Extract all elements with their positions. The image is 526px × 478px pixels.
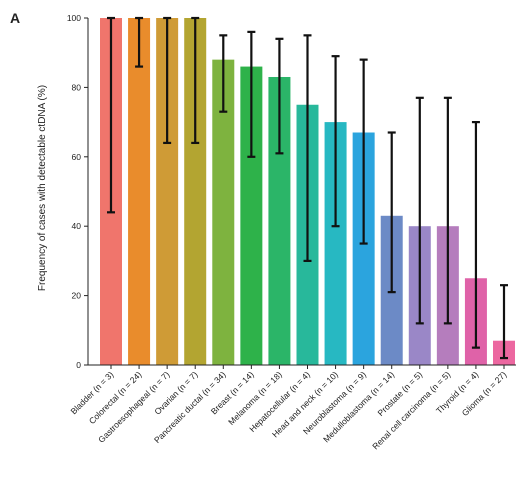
error-bar [135,16,144,68]
y-tick-label: 100 [67,13,81,23]
error-bar [331,55,340,228]
y-tick-label: 60 [72,152,82,162]
error-bar [107,16,115,214]
bar [352,132,375,365]
error-bar [191,16,200,145]
error-bar [359,58,368,245]
bar [240,66,263,365]
error-bar [387,131,396,294]
y-tick-label: 40 [72,221,82,231]
error-bar [163,16,172,145]
bar [324,122,347,365]
bars-group [100,18,515,366]
bar [184,18,207,365]
error-bar [500,284,508,360]
error-bar [415,96,424,325]
error-bar [219,34,228,113]
error-bar [247,30,256,158]
bar [268,76,291,366]
error-bar [303,34,312,262]
y-tick-label: 80 [72,82,82,92]
error-bar [471,120,480,349]
bar [156,18,179,365]
error-bars-group [107,16,508,360]
bar [212,59,235,365]
error-bar [443,96,452,325]
y-axis-label: Frequency of cases with detectable ctDNA… [37,85,48,291]
panel-label: A [10,10,21,26]
y-tick-label: 20 [72,291,82,301]
y-tick-label: 0 [76,360,81,370]
error-bar [275,37,284,155]
bar [128,18,151,365]
